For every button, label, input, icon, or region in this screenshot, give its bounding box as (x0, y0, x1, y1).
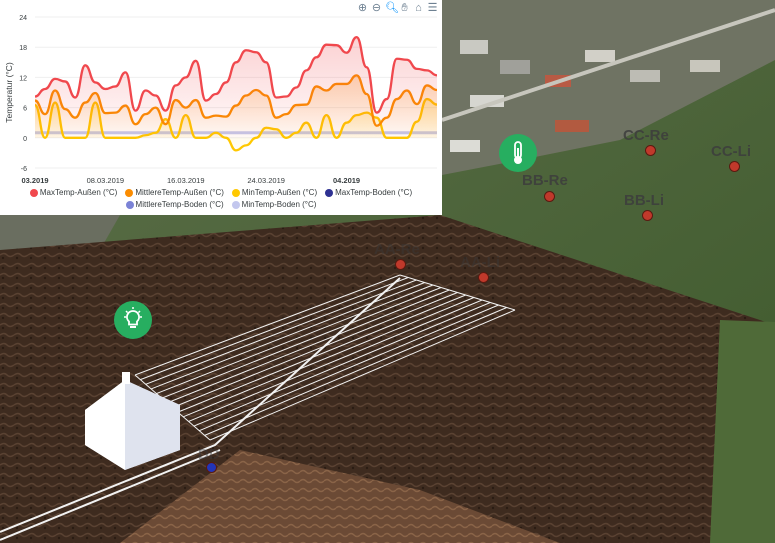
x-tick-label: 04.2019 (333, 176, 360, 185)
thermometer-icon (514, 141, 522, 164)
selection-zoom-icon[interactable]: 🔍︎ (385, 2, 399, 14)
sensor-marker[interactable] (206, 462, 217, 473)
sensor-marker[interactable] (395, 259, 406, 270)
marker-label: BB-Li (624, 192, 664, 209)
y-tick-label: -6 (21, 166, 27, 173)
home-icon[interactable]: ⌂ (415, 2, 422, 14)
legend-item[interactable]: MaxTemp-Außen (°C) (29, 188, 118, 197)
zoom-out-icon[interactable]: ⊖ (371, 2, 382, 14)
lightbulb-icon (124, 307, 142, 328)
sensor-marker[interactable] (729, 161, 740, 172)
marker-label: AA-Li (460, 254, 500, 271)
x-tick-label: 24.03.2019 (247, 176, 285, 185)
legend-marker-icon (231, 188, 240, 197)
legend-marker-icon (325, 188, 334, 197)
sensor-marker[interactable] (642, 210, 653, 221)
legend-marker-icon (125, 200, 134, 209)
marker-label: CC-Li (711, 143, 751, 160)
legend-marker-icon (231, 200, 240, 209)
temperature-chart: 24 18 12 6 0 -6 Temperatur (°C) 03.2019 08.03.20… (4, 15, 438, 185)
soil-bed (120, 450, 560, 543)
series-line[interactable] (34, 35, 438, 114)
residential-area (0, 0, 775, 260)
lightbulb-badge[interactable] (114, 301, 152, 339)
legend-item[interactable]: MinTemp-Außen (°C) (231, 188, 318, 197)
pan-icon[interactable]: ✋︎ (401, 2, 408, 14)
x-tick-label: 08.03.2019 (87, 176, 125, 185)
x-tick-label: 03.2019 (21, 176, 48, 185)
marker-label: AA-Re (374, 241, 420, 258)
y-tick-label: 24 (19, 15, 27, 22)
legend-item[interactable]: MittlereTemp-Außen (°C) (125, 188, 224, 197)
legend-label: MittlereTemp-Außen (°C) (135, 188, 224, 197)
sensor-marker[interactable] (645, 145, 656, 156)
legend-label: MaxTemp-Außen (°C) (39, 188, 118, 197)
temperature-chart-panel: 24 18 12 6 0 -6 Temperatur (°C) 03.2019 08.03.20… (0, 0, 442, 215)
legend-label: MinTemp-Boden (°C) (241, 200, 317, 209)
legend-item[interactable]: MinTemp-Boden (°C) (231, 200, 317, 209)
y-tick-label: 12 (19, 75, 27, 82)
marker-label: DD (198, 446, 220, 463)
chart-legend-row-2: MittlereTemp-Boden (°C) MinTemp-Boden (°C… (0, 200, 442, 209)
legend-marker-icon (29, 188, 38, 197)
legend-label: MaxTemp-Boden (°C) (335, 188, 413, 197)
y-axis-title: Temperatur (°C) (4, 62, 14, 123)
menu-icon[interactable]: ☰ (427, 2, 438, 14)
marker-label: BB-Re (522, 172, 568, 189)
house-model (85, 372, 180, 470)
y-tick-label: 18 (19, 45, 27, 52)
legend-marker-icon (125, 188, 134, 197)
y-tick-label: 6 (23, 106, 27, 113)
sensor-marker[interactable] (478, 272, 489, 283)
y-tick-label: 0 (23, 136, 27, 143)
chart-legend: MaxTemp-Außen (°C) MittlereTemp-Außen (°C… (0, 188, 442, 197)
legend-label: MittlereTemp-Boden (°C) (135, 200, 224, 209)
thermometer-badge[interactable] (499, 134, 537, 172)
sensor-marker[interactable] (544, 191, 555, 202)
grass-strip (710, 320, 775, 543)
legend-item[interactable]: MaxTemp-Boden (°C) (325, 188, 412, 197)
marker-label: CC-Re (623, 127, 669, 144)
series-area (35, 37, 437, 138)
legend-item[interactable]: MittlereTemp-Boden (°C) (125, 200, 224, 209)
chart-toolbar: ⊕ ⊖ 🔍︎ ✋︎ ⌂ ☰ (357, 2, 438, 14)
zoom-in-icon[interactable]: ⊕ (357, 2, 368, 14)
pipe-grid (0, 274, 516, 541)
x-tick-label: 16.03.2019 (167, 176, 205, 185)
legend-label: MinTemp-Außen (°C) (241, 188, 318, 197)
